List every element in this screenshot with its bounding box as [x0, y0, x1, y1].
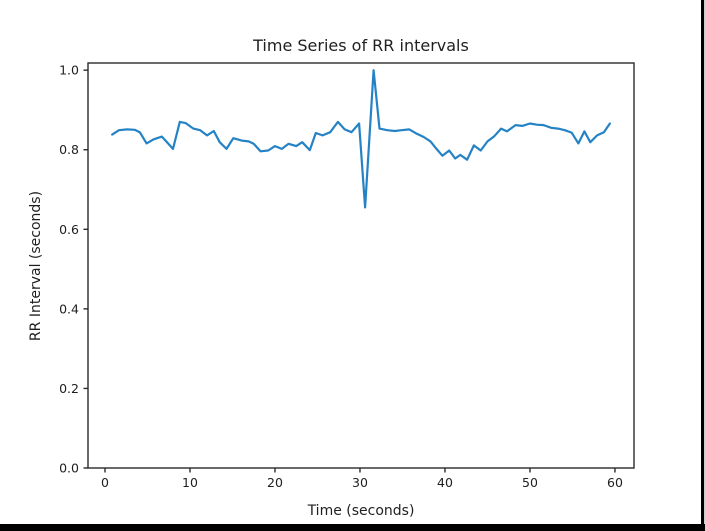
- x-tick-label: 10: [182, 475, 198, 490]
- x-tick-label: 0: [101, 475, 109, 490]
- right-black-border: [701, 0, 705, 531]
- x-tick-label: 20: [267, 475, 283, 490]
- x-axis-label: Time (seconds): [307, 503, 415, 519]
- x-tick-label: 30: [352, 475, 368, 490]
- chart-title: Time Series of RR intervals: [252, 36, 469, 55]
- x-tick-label: 60: [607, 475, 623, 490]
- y-tick-label: 0.4: [59, 301, 79, 316]
- y-tick-label: 0.6: [59, 222, 79, 237]
- y-axis-label: RR Interval (seconds): [28, 191, 44, 341]
- y-axis-ticks: 0.0 0.2 0.4 0.6 0.8 1.0: [59, 63, 88, 476]
- y-tick-label: 0.2: [59, 381, 79, 396]
- y-tick-label: 1.0: [59, 63, 79, 78]
- x-tick-label: 40: [437, 475, 453, 490]
- x-tick-label: 50: [522, 475, 538, 490]
- x-axis-ticks: 0 10 20 30 40 50 60: [101, 468, 623, 490]
- bottom-black-bar: [0, 524, 705, 531]
- rr-interval-line: [111, 69, 612, 209]
- y-tick-label: 0.8: [59, 142, 79, 157]
- axes-frame: [87, 62, 635, 469]
- y-tick-label: 0.0: [59, 461, 79, 476]
